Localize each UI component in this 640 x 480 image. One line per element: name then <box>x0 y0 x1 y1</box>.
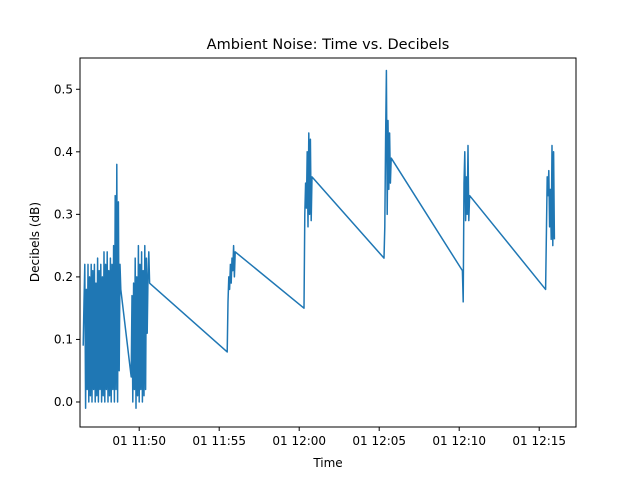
y-axis-label: Decibels (dB) <box>28 202 42 282</box>
y-tick-label: 0.2 <box>54 270 73 284</box>
y-tick-label: 0.0 <box>54 395 73 409</box>
chart-title: Ambient Noise: Time vs. Decibels <box>207 37 450 53</box>
x-axis: 01 11:50 01 11:55 01 12:00 01 12:05 01 12:10… <box>112 427 566 448</box>
y-tick-label: 0.1 <box>54 332 73 346</box>
x-tick-label: 01 11:50 <box>112 434 166 448</box>
x-tick-label: 01 12:10 <box>432 434 486 448</box>
y-tick-label: 0.4 <box>54 145 73 159</box>
y-axis: 0.0 0.1 0.2 0.3 0.4 0.5 <box>54 82 80 409</box>
x-tick-label: 01 12:00 <box>272 434 326 448</box>
series-line-0 <box>82 69 556 409</box>
plot-frame <box>79 57 577 428</box>
y-tick-label: 0.3 <box>54 207 73 221</box>
x-axis-label: Time <box>312 456 342 470</box>
y-tick-label: 0.5 <box>54 82 73 96</box>
x-tick-label: 01 12:15 <box>512 434 566 448</box>
x-tick-label: 01 12:05 <box>352 434 406 448</box>
x-tick-label: 01 11:55 <box>192 434 246 448</box>
plot-area <box>82 69 556 409</box>
